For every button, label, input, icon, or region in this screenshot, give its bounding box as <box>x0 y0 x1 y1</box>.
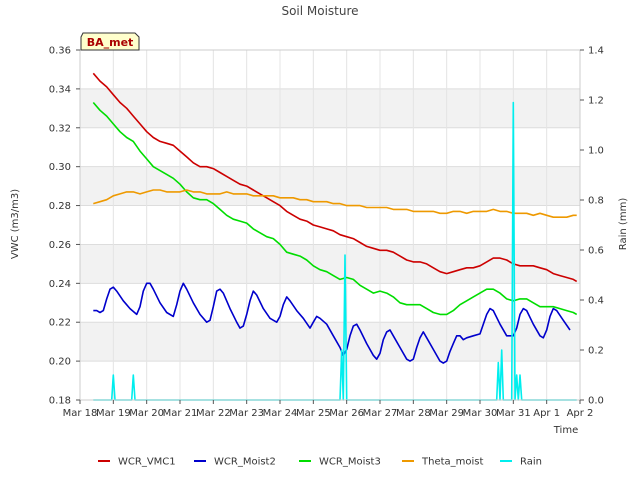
x-tick-label: Mar 18 <box>63 408 98 419</box>
grid-band <box>80 361 580 400</box>
x-tick-label: Mar 24 <box>263 408 298 419</box>
chart-title: Soil Moisture <box>281 4 358 18</box>
series-line-wcr-moist3 <box>92 101 578 316</box>
x-tick-label: Mar 31 <box>496 408 531 419</box>
y2-axis-ticks: 0.0 0.2 0.4 0.6 0.8 1.0 1.2 1.4 <box>580 46 604 407</box>
y-tick-label: 0.28 <box>49 201 71 212</box>
grid-band <box>80 205 580 245</box>
y2-tick-label: 0.8 <box>588 196 604 207</box>
legend-label: WCR_Moist3 <box>319 457 381 468</box>
x-tick-label: Mar 19 <box>96 408 131 419</box>
y-tick-label: 0.36 <box>49 46 71 57</box>
y2-tick-label: 1.0 <box>588 146 604 157</box>
x-axis-title: Time <box>553 425 578 436</box>
y-tick-label: 0.30 <box>49 162 71 173</box>
y2-tick-label: 1.2 <box>588 96 604 107</box>
grid-band <box>80 50 580 89</box>
grid-band <box>80 88 580 128</box>
y2-tick-label: 0.4 <box>588 296 604 307</box>
y-tick-label: 0.24 <box>49 279 71 290</box>
y-tick-label: 0.34 <box>49 84 71 95</box>
x-tick-label: Mar 20 <box>129 408 164 419</box>
grid-band <box>80 322 580 362</box>
legend-label: Theta_moist <box>421 457 483 468</box>
series-line-wcr-vmc1 <box>92 72 578 283</box>
y-tick-label: 0.20 <box>49 357 71 368</box>
legend-label: WCR_Moist2 <box>214 457 276 468</box>
x-tick-label: Apr 2 <box>567 408 594 419</box>
grid-band <box>80 244 580 284</box>
grid-band <box>80 166 580 206</box>
x-tick-label: Apr 1 <box>533 408 560 419</box>
x-tick-label: Mar 27 <box>363 408 398 419</box>
legend-label: Rain <box>520 457 542 468</box>
y-tick-label: 0.22 <box>49 318 71 329</box>
y2-axis-title: Rain (mm) <box>618 198 629 251</box>
x-tick-label: Mar 21 <box>163 408 198 419</box>
x-tick-label: Mar 22 <box>196 408 231 419</box>
y-axis-ticks: 0.18 0.20 0.22 0.24 0.26 0.28 0.30 0.32 0.34 0.36 <box>49 46 80 407</box>
y2-tick-label: 0.6 <box>588 246 604 257</box>
plot-frame <box>79 49 581 401</box>
series-line-wcr-moist2 <box>93 282 571 364</box>
series-line-theta-moist <box>93 189 577 218</box>
x-tick-label: Mar 25 <box>296 408 331 419</box>
site-badge: BA_met <box>80 32 140 51</box>
y-tick-label: 0.32 <box>49 123 71 134</box>
y-tick-label: 0.18 <box>49 396 71 407</box>
legend-label: WCR_VMC1 <box>118 457 176 468</box>
site-badge-label: BA_met <box>87 36 134 49</box>
y-axis-title: VWC (m3/m3) <box>10 189 21 259</box>
grid-bands <box>79 49 581 401</box>
x-tick-label: Mar 30 <box>463 408 498 419</box>
x-tick-label: Mar 28 <box>396 408 431 419</box>
y2-tick-label: 1.4 <box>588 46 604 57</box>
y2-tick-label: 0.0 <box>588 396 604 407</box>
x-tick-label: Mar 23 <box>229 408 264 419</box>
y2-tick-label: 0.2 <box>588 346 604 357</box>
grid-band <box>80 127 580 167</box>
x-tick-label: Mar 26 <box>329 408 364 419</box>
grid-band <box>80 283 580 323</box>
y-tick-label: 0.26 <box>49 240 71 251</box>
x-tick-label: Mar 29 <box>429 408 464 419</box>
legend: WCR_VMC1 WCR_Moist2 WCR_Moist3 Theta_moist R… <box>98 457 542 468</box>
site-badge-box <box>80 32 140 51</box>
